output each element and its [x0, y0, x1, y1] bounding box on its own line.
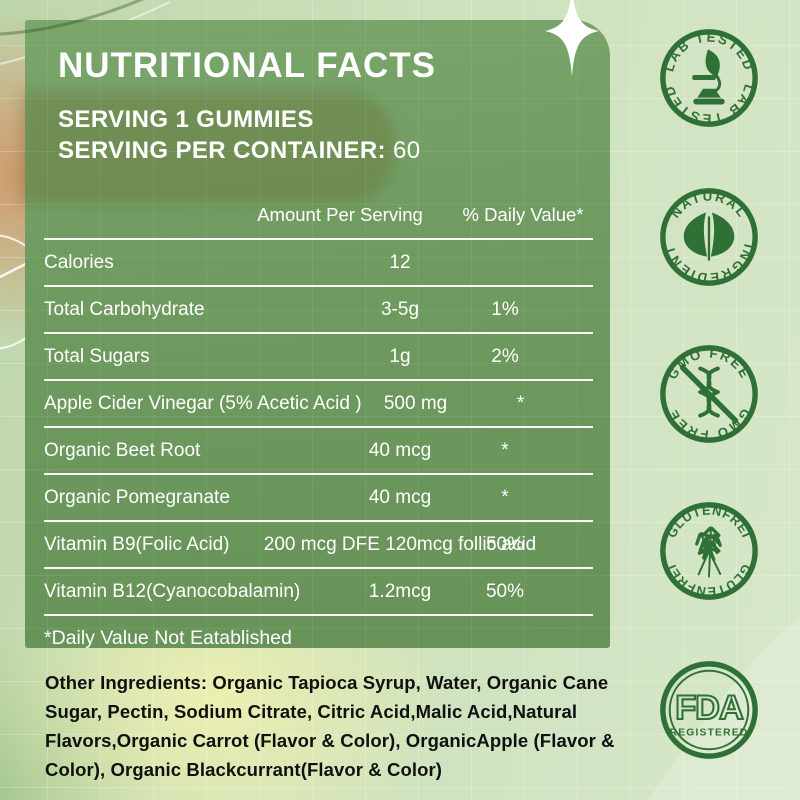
row-amount: 500 mg: [383, 392, 448, 414]
row-name: Organic Pomegranate: [44, 486, 230, 508]
dna-cross-icon: [679, 364, 739, 424]
row-dv: 50%: [485, 533, 525, 555]
table-footnote: *Daily Value Not Eatablished: [44, 614, 593, 660]
row-name: Apple Cider Vinegar (5% Acetic Acid ): [44, 392, 362, 414]
wheat-icon: [695, 526, 722, 578]
table-row: Organic Pomegranate 40 mcg *: [44, 473, 593, 520]
badge-top-text: NATURAL: [668, 189, 749, 221]
badge-fda-registered: FDA REGISTERED: [656, 657, 762, 763]
table-row: Calories 12: [44, 238, 593, 285]
row-dv: *: [516, 392, 525, 414]
serving-size-line: SERVING 1 GUMMIES: [58, 106, 314, 133]
table-row: Organic Beet Root 40 mcg *: [44, 426, 593, 473]
serving-per-container-value: 60: [393, 137, 421, 164]
row-amount: 1.2mcg: [368, 580, 432, 602]
badge-gluten-free: GLUTENFREI GLUTENFREI: [656, 498, 762, 604]
row-amount: 40 mcg: [368, 439, 432, 461]
row-name: Vitamin B12(Cyanocobalamin): [44, 580, 301, 602]
nutrition-facts-panel: NUTRITIONAL FACTS SERVING 1 GUMMIES SERV…: [21, 20, 610, 649]
microscope-icon: [692, 49, 725, 105]
serving-info: SERVING 1 GUMMIES SERVING PER CONTAINER:…: [58, 104, 421, 166]
row-dv: 2%: [491, 345, 519, 367]
row-dv: *: [501, 439, 509, 461]
badge-lab-tested: LAB TESTED LAB TESTED: [656, 25, 762, 131]
row-amount: 1g: [389, 345, 411, 367]
svg-text:GLUTENFREI: GLUTENFREI: [664, 502, 755, 540]
row-name: Organic Beet Root: [44, 439, 201, 461]
serving-shade: [21, 92, 395, 204]
row-amount: 12: [389, 251, 411, 273]
row-dv: 50%: [485, 580, 525, 602]
badge-natural-ingredient: NATURAL INGREDIENT: [656, 184, 762, 290]
table-row: Total Sugars 1g 2%: [44, 332, 593, 379]
column-header-amount: Amount Per Serving: [257, 204, 423, 225]
leaf-icon: [683, 212, 735, 261]
table-header: Amount Per Serving % Daily Value*: [44, 192, 593, 238]
row-amount: 3-5g: [380, 298, 420, 320]
table-row: Total Carbohydrate 3-5g 1%: [44, 285, 593, 332]
column-header-daily-value: % Daily Value*: [462, 204, 584, 225]
serving-per-container-line: SERVING PER CONTAINER: 60: [58, 135, 421, 166]
row-name: Vitamin B9(Folic Acid): [44, 533, 230, 555]
page-title: NUTRITIONAL FACTS: [58, 46, 437, 85]
row-amount: 200 mcg DFE 120mcg follic acid: [263, 533, 537, 555]
row-dv: 1%: [491, 298, 519, 320]
table-row: Apple Cider Vinegar (5% Acetic Acid ) 50…: [44, 379, 593, 426]
nutrition-table: Amount Per Serving % Daily Value* Calori…: [44, 192, 593, 660]
svg-text:NATURAL: NATURAL: [668, 189, 751, 221]
row-name: Total Carbohydrate: [44, 298, 205, 320]
row-amount: 40 mcg: [368, 486, 432, 508]
badge-gmo-free: GMO FREE GMO FREE: [656, 341, 762, 447]
row-dv: *: [501, 486, 509, 508]
badge-top-text: GLUTENFREI: [664, 502, 754, 540]
table-row: Vitamin B12(Cyanocobalamin) 1.2mcg 50%: [44, 567, 593, 614]
table-row: Vitamin B9(Folic Acid) 200 mcg DFE 120mc…: [44, 520, 593, 567]
serving-per-container-label: SERVING PER CONTAINER:: [58, 137, 386, 164]
fda-registered-text: REGISTERED: [670, 728, 749, 739]
fda-text: FDA: [675, 689, 743, 727]
fda-icon: FDA REGISTERED: [670, 688, 749, 739]
other-ingredients-text: Other Ingredients: Organic Tapioca Syrup…: [45, 672, 615, 780]
row-name: Total Sugars: [44, 345, 150, 367]
row-name: Calories: [44, 251, 114, 273]
